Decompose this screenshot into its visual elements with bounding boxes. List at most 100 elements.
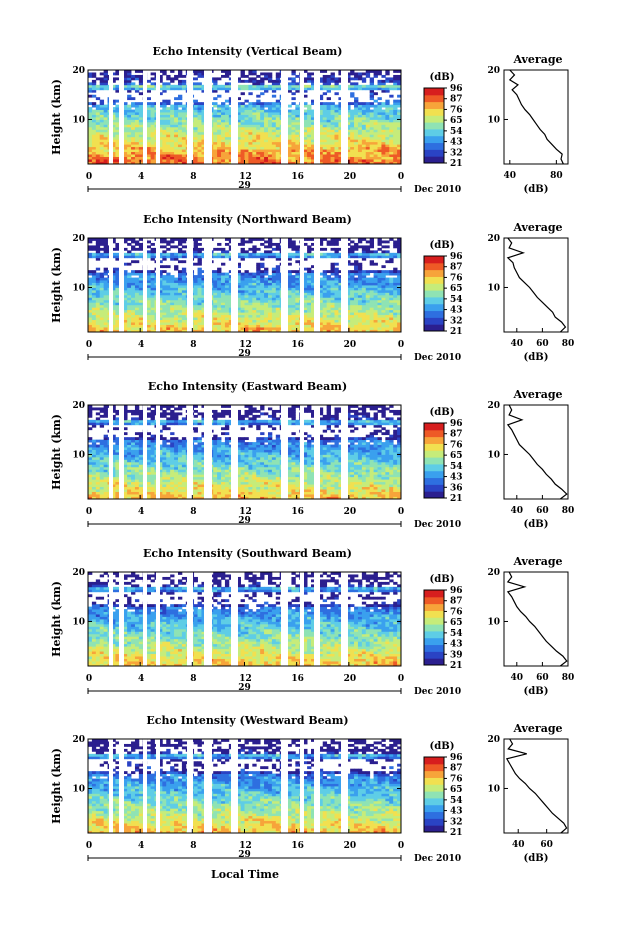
heatmap-cell bbox=[318, 129, 324, 133]
heatmap-cell bbox=[217, 121, 222, 125]
heatmap-cell bbox=[244, 250, 249, 254]
heatmap-cell bbox=[150, 319, 155, 323]
heatmap-cell bbox=[346, 72, 351, 76]
heatmap-cell bbox=[326, 289, 331, 293]
heatmap-cell bbox=[361, 151, 367, 155]
heatmap-cell bbox=[322, 277, 328, 281]
heatmap-cell bbox=[295, 280, 300, 283]
colorbar-frame bbox=[423, 87, 445, 164]
heatmap-cell bbox=[127, 144, 132, 148]
heatmap-cell bbox=[131, 119, 136, 123]
heatmap-cell bbox=[162, 292, 167, 296]
heatmap-cell bbox=[240, 107, 245, 110]
heatmap-cell bbox=[174, 304, 179, 308]
heatmap-cell bbox=[369, 119, 375, 123]
heatmap-cell bbox=[354, 319, 359, 323]
heatmap-cell bbox=[111, 99, 116, 103]
heatmap-cell bbox=[166, 74, 171, 78]
heatmap-cell bbox=[291, 92, 296, 96]
heatmap-cell bbox=[115, 129, 120, 133]
heatmap-cell bbox=[381, 89, 386, 93]
heatmap-cell bbox=[381, 289, 386, 293]
heatmap-cell bbox=[221, 317, 226, 321]
heatmap-cell bbox=[123, 77, 128, 81]
heatmap-cell bbox=[377, 294, 382, 298]
heatmap-cell bbox=[275, 252, 281, 256]
heatmap-cell bbox=[326, 139, 331, 143]
heatmap-cell bbox=[303, 302, 308, 306]
heatmap-cell bbox=[162, 250, 167, 254]
heatmap-cell bbox=[91, 285, 97, 288]
heatmap-cell bbox=[291, 72, 296, 76]
heatmap-cell bbox=[193, 141, 198, 145]
heatmap-cell bbox=[181, 255, 187, 259]
heatmap-cell bbox=[389, 287, 394, 291]
heatmap-cell bbox=[221, 159, 226, 162]
heatmap-cell bbox=[322, 289, 328, 293]
heatmap-cell bbox=[389, 87, 394, 91]
heatmap-cell bbox=[174, 267, 179, 271]
heatmap-cell bbox=[264, 87, 269, 91]
heatmap-cell bbox=[393, 314, 398, 318]
heatmap-cell bbox=[318, 252, 324, 256]
heatmap-cell bbox=[197, 314, 202, 318]
heatmap-cell bbox=[244, 161, 249, 165]
heatmap-cell bbox=[373, 114, 378, 118]
heatmap-cell bbox=[213, 294, 218, 298]
heatmap-cell bbox=[131, 247, 136, 251]
heatmap-cell bbox=[170, 141, 175, 145]
heatmap-cell bbox=[91, 84, 97, 88]
heatmap-cell bbox=[346, 297, 351, 301]
heatmap-cell bbox=[264, 304, 269, 308]
heatmap-cell bbox=[295, 144, 300, 148]
heatmap-cell bbox=[95, 289, 101, 293]
heatmap-cell bbox=[354, 247, 359, 251]
heatmap-cell bbox=[338, 70, 343, 73]
heatmap-cell bbox=[177, 302, 183, 306]
heatmap-cell bbox=[146, 134, 151, 138]
heatmap-cell bbox=[88, 329, 93, 333]
heatmap-cell bbox=[346, 131, 351, 135]
heatmap-cell bbox=[201, 302, 206, 306]
heatmap-cell bbox=[244, 282, 249, 286]
heatmap-cell bbox=[361, 247, 367, 251]
heatmap-cell bbox=[138, 102, 144, 106]
heatmap-cell bbox=[357, 289, 363, 293]
heatmap-cell bbox=[201, 70, 206, 73]
heatmap-cell bbox=[166, 299, 171, 303]
heatmap-cell bbox=[138, 245, 144, 249]
heatmap-cell bbox=[88, 121, 93, 125]
heatmap-cell bbox=[346, 242, 351, 246]
data-gap bbox=[231, 69, 238, 165]
heatmap-cell bbox=[377, 255, 382, 259]
heatmap-cell bbox=[322, 131, 328, 135]
heatmap-cell bbox=[389, 146, 394, 150]
heatmap-cell bbox=[115, 322, 120, 325]
heatmap-cell bbox=[236, 285, 241, 288]
heatmap-cell bbox=[354, 299, 359, 303]
heatmap-cell bbox=[311, 287, 316, 291]
heatmap-cell bbox=[260, 114, 265, 118]
heatmap-cell bbox=[146, 277, 151, 281]
heatmap-cell bbox=[162, 277, 167, 281]
heatmap-cell bbox=[354, 104, 359, 108]
heatmap-cell bbox=[103, 319, 108, 323]
heatmap-cell bbox=[244, 319, 249, 323]
heatmap-cell bbox=[240, 131, 245, 135]
heatmap-cell bbox=[162, 327, 167, 330]
heatmap-cell bbox=[217, 312, 222, 316]
heatmap-cell bbox=[181, 275, 187, 278]
heatmap-cell bbox=[389, 154, 394, 157]
heatmap-cell bbox=[338, 292, 343, 296]
heatmap-cell bbox=[322, 287, 328, 291]
heatmap-cell bbox=[91, 302, 97, 306]
heatmap-cell bbox=[213, 275, 218, 278]
heatmap-cell bbox=[275, 149, 281, 153]
heatmap-cell bbox=[295, 322, 300, 325]
heatmap-cell bbox=[244, 136, 249, 140]
heatmap-cell bbox=[158, 319, 163, 323]
heatmap-cell bbox=[357, 104, 363, 108]
heatmap-cell bbox=[322, 151, 328, 155]
heatmap-cell bbox=[146, 109, 151, 113]
heatmap-cell bbox=[361, 129, 367, 133]
